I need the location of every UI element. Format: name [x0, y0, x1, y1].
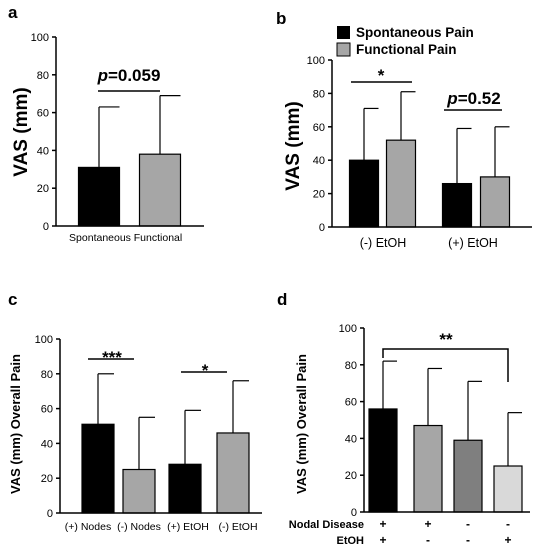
- panel-d-bar: [413, 424, 443, 513]
- panel-c-category-label: (-) Nodes: [117, 521, 161, 533]
- panel-d-category-sign: -: [466, 517, 470, 531]
- panel-c: c VAS (mm) Overall Pain 0 20 40 60 80 100 (+)…: [8, 290, 262, 533]
- panel-d-y-tick-label: 0: [351, 507, 357, 519]
- panel-c-bar: [216, 432, 250, 514]
- panel-d-significance-stars: **: [439, 330, 453, 349]
- panel-a-category-label: Spontaneous: [69, 232, 131, 244]
- panel-b-bar: [385, 139, 417, 228]
- panel-c-significance-star: *: [202, 361, 209, 380]
- legend-swatch-functional: [336, 42, 351, 57]
- panel-b-y-axis-label: VAS (mm): [283, 101, 304, 190]
- panel-a-y-tick-label: 60: [37, 108, 49, 120]
- panel-c-bar: [81, 423, 115, 514]
- panel-a-y-tick-label: 40: [37, 145, 49, 157]
- panel-d-y-tick-label: 20: [345, 470, 357, 482]
- legend-label-functional: Functional Pain: [356, 42, 457, 57]
- panel-b-y-tick-label: 80: [313, 88, 325, 100]
- panel-c-y-tick-label: 80: [41, 369, 53, 381]
- panel-a-y-tick-label: 20: [37, 183, 49, 195]
- panel-a-bar: [77, 166, 121, 227]
- panel-d-y-tick-label: 60: [345, 397, 357, 409]
- panel-c-bar: [168, 463, 202, 514]
- panel-b-y-tick-label: 60: [313, 122, 325, 134]
- panel-c-bar: [122, 468, 156, 514]
- panel-a-y-tick-label: 100: [31, 32, 49, 44]
- panel-c-significance-stars: ***: [102, 348, 122, 367]
- panel-c-y-tick-label: 100: [35, 334, 53, 346]
- panel-c-y-tick-label: 20: [41, 473, 53, 485]
- panel-a-bar: [138, 153, 182, 227]
- panel-d-bar: [368, 408, 398, 513]
- panel-c-y-tick-label: 60: [41, 404, 53, 416]
- panel-d-category-sign: +: [379, 517, 386, 531]
- panel-b-y-tick-label: 100: [307, 55, 325, 67]
- panel-c-category-label: (+) EtOH: [167, 521, 209, 533]
- panel-b-y-tick-label: 40: [313, 155, 325, 167]
- panel-b-significance-star: *: [378, 66, 385, 85]
- panel-b-category-label: (-) EtOH: [360, 236, 407, 250]
- panel-a-p-value: p=0.059: [97, 66, 161, 85]
- panel-a-y-ticks: 0 20 40 60 80 100: [31, 32, 56, 233]
- panel-a-letter: a: [8, 3, 18, 22]
- legend-label-spontaneous: Spontaneous Pain: [356, 25, 474, 40]
- panel-d-y-tick-label: 40: [345, 433, 357, 445]
- panel-b-bar: [479, 176, 511, 228]
- panel-d-bar: [493, 465, 523, 513]
- panel-d-category-sign: -: [426, 533, 430, 547]
- panel-b: b Spontaneous Pain Functional Pain VAS (…: [276, 9, 532, 250]
- panel-d-category-sign: +: [424, 517, 431, 531]
- panel-d-bar: [453, 439, 483, 513]
- panel-a-y-tick-label: 80: [37, 70, 49, 82]
- panel-d-y-tick-label: 80: [345, 360, 357, 372]
- panel-c-y-tick-label: 40: [41, 438, 53, 450]
- panel-d-y-tick-label: 100: [339, 323, 357, 335]
- panel-c-y-ticks: 0 20 40 60 80 100: [35, 334, 60, 520]
- panel-d-category-sign: +: [379, 533, 386, 547]
- panel-b-bar: [348, 159, 380, 228]
- panel-a-category-label: Functional: [134, 232, 182, 244]
- panel-a-y-axis-label: VAS (mm): [11, 87, 32, 176]
- panel-d-row-label-nodal: Nodal Disease: [289, 519, 364, 531]
- panel-c-category-label: (+) Nodes: [65, 521, 111, 533]
- panel-b-y-ticks: 0 20 40 60 80 100: [307, 55, 332, 234]
- panel-d-category-sign: -: [466, 533, 470, 547]
- panel-c-letter: c: [8, 290, 17, 309]
- panel-b-category-label: (+) EtOH: [448, 236, 498, 250]
- panel-a: a VAS (mm) 0 20 40 60 80 100 Spontaneous Func…: [8, 3, 204, 244]
- panel-d-category-sign: -: [506, 517, 510, 531]
- panel-d-significance-bracket: [382, 348, 509, 382]
- panel-d-y-axis-label: VAS (mm) Overall Pain: [294, 354, 309, 494]
- panel-c-category-label: (-) EtOH: [218, 521, 257, 533]
- panel-d-category-sign: +: [504, 533, 511, 547]
- panel-d-y-ticks: 0 20 40 60 80 100: [339, 323, 364, 519]
- panel-c-bars: [81, 373, 250, 514]
- panel-d-letter: d: [277, 290, 287, 309]
- panel-b-y-tick-label: 20: [313, 189, 325, 201]
- panel-a-bars: [77, 94, 182, 227]
- panel-c-y-axis-label: VAS (mm) Overall Pain: [8, 354, 23, 494]
- panel-c-category-labels: (+) Nodes (-) Nodes (+) EtOH (-) EtOH: [65, 521, 258, 533]
- panel-b-y-tick-label: 0: [319, 222, 325, 234]
- panel-b-p-value: p=0.52: [446, 89, 500, 108]
- panel-d-row-label-etoh: EtOH: [337, 535, 365, 547]
- panel-c-y-tick-label: 0: [47, 508, 53, 520]
- panel-b-bars: [348, 91, 511, 228]
- panel-d-bars: [368, 360, 523, 513]
- panel-a-y-tick-label: 0: [43, 221, 49, 233]
- panel-b-bar: [441, 182, 473, 228]
- legend-swatch-spontaneous: [337, 26, 350, 39]
- panel-d-category-signs: + + + - - - - +: [379, 517, 511, 547]
- panel-b-letter: b: [276, 9, 286, 28]
